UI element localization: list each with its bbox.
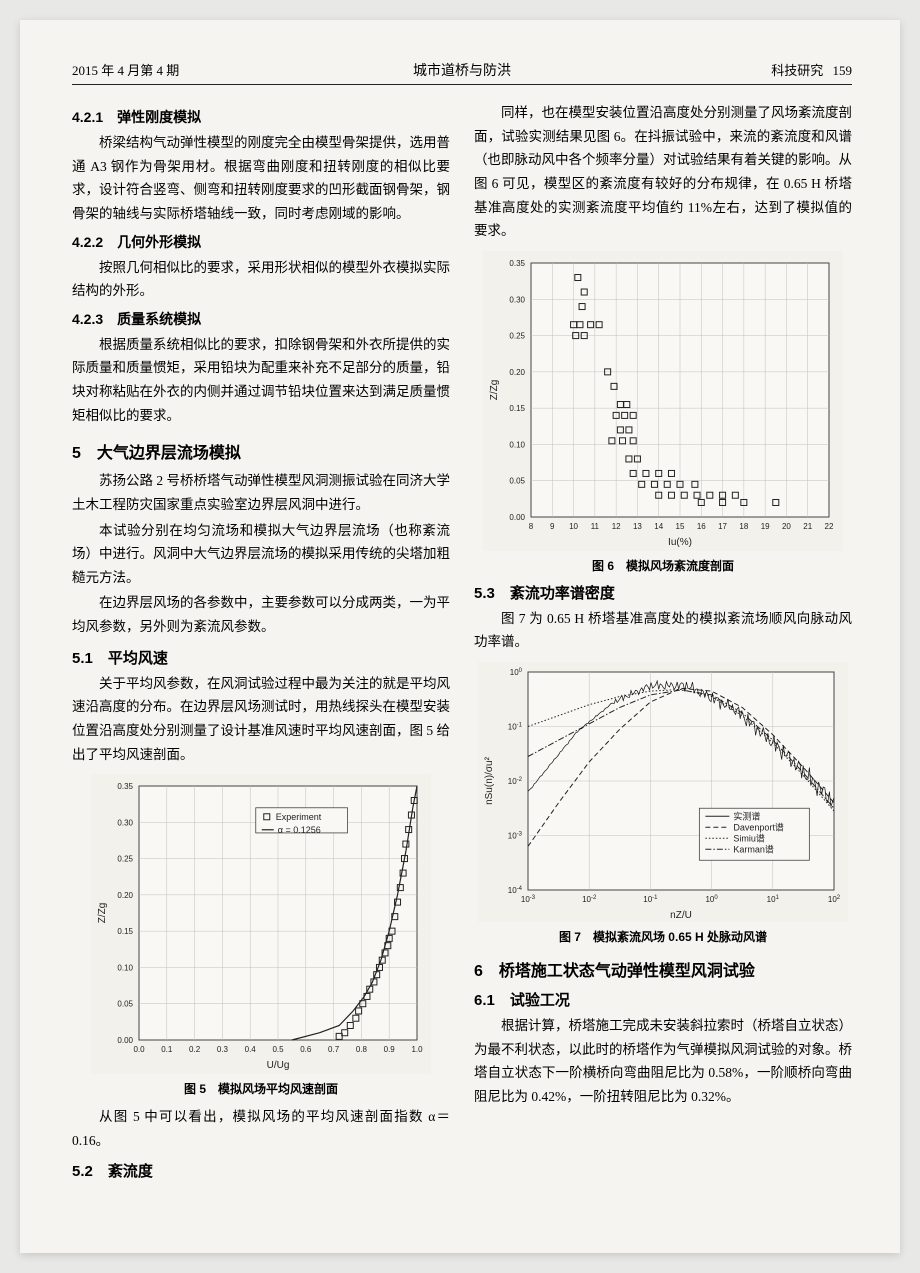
svg-text:12: 12	[612, 522, 621, 531]
figure-6-chart: 8 9 10 11 12 13 14 15 16 17 18 19 20 21 22 0.00 0.05 0.10…	[483, 251, 843, 551]
svg-text:10: 10	[569, 522, 578, 531]
figure-6: 8 9 10 11 12 13 14 15 16 17 18 19 20 21 22 0.00 0.05 0.10…	[474, 251, 852, 574]
svg-text:0.00: 0.00	[509, 513, 525, 522]
svg-text:11: 11	[591, 522, 600, 531]
svg-text:0.20: 0.20	[509, 368, 525, 377]
journal-page: 2015 年 4 月第 4 期 城市道桥与防洪 科技研究 159 4.2.1 弹…	[20, 20, 900, 1253]
svg-text:0.05: 0.05	[117, 1000, 133, 1009]
para-5-3-1: 图 7 为 0.65 H 桥塔基准高度处的模拟紊流场顺风向脉动风功率谱。	[474, 607, 852, 654]
svg-text:0.25: 0.25	[509, 331, 525, 340]
svg-text:nZ/U: nZ/U	[670, 910, 692, 921]
figure-5: 0.0 0.1 0.2 0.3 0.4 0.5 0.6 0.7 0.8 0.9 1.0 0.00 0.0…	[72, 774, 450, 1097]
svg-text:0.2: 0.2	[189, 1045, 201, 1054]
header-issue: 2015 年 4 月第 4 期	[72, 60, 332, 79]
svg-text:Davenport谱: Davenport谱	[733, 821, 784, 832]
para-5-1: 苏扬公路 2 号桥桥塔气动弹性模型风洞测振试验在同济大学土木工程防灾国家重点实验…	[72, 469, 450, 516]
para-4-2-1: 桥梁结构气动弹性模型的刚度完全由模型骨架提供，选用普通 A3 钢作为骨架用材。根…	[72, 131, 450, 226]
svg-text:0.8: 0.8	[356, 1045, 368, 1054]
svg-text:0.15: 0.15	[117, 927, 133, 936]
svg-text:0.00: 0.00	[117, 1036, 133, 1045]
svg-text:0.30: 0.30	[117, 818, 133, 827]
figure-7: 10-310-210-110010110210-410-310-210-1100…	[474, 662, 852, 945]
svg-text:0.05: 0.05	[509, 476, 525, 485]
svg-text:21: 21	[803, 522, 812, 531]
figure-5-chart: 0.0 0.1 0.2 0.3 0.4 0.5 0.6 0.7 0.8 0.9 1.0 0.00 0.0…	[91, 774, 431, 1074]
header-section: 科技研究	[771, 63, 823, 78]
svg-text:Z/Zg: Z/Zg	[97, 903, 108, 924]
svg-text:16: 16	[697, 522, 706, 531]
para-5-1-1: 关于平均风参数，在风洞试验过程中最为关注的就是平均风速沿高度的分布。在边界层风场…	[72, 672, 450, 767]
svg-text:实测谱: 实测谱	[733, 810, 760, 821]
heading-5-3: 5.3 紊流功率谱密度	[474, 582, 852, 603]
svg-text:0.4: 0.4	[245, 1045, 257, 1054]
heading-4-2-2: 4.2.2 几何外形模拟	[72, 232, 450, 252]
svg-text:18: 18	[739, 522, 748, 531]
svg-text:9: 9	[550, 522, 555, 531]
figure-7-caption: 图 7 模拟紊流风场 0.65 H 处脉动风谱	[474, 928, 852, 945]
svg-text:0.25: 0.25	[117, 855, 133, 864]
heading-6-1: 6.1 试验工况	[474, 989, 852, 1010]
svg-text:0.9: 0.9	[384, 1045, 396, 1054]
heading-5: 5 大气边界层流场模拟	[72, 439, 450, 463]
svg-text:15: 15	[676, 522, 685, 531]
header-journal: 城市道桥与防洪	[332, 60, 592, 80]
svg-text:0.5: 0.5	[272, 1045, 284, 1054]
svg-text:Iu(%): Iu(%)	[668, 537, 692, 548]
figure-5-caption: 图 5 模拟风场平均风速剖面	[72, 1080, 450, 1097]
para-5-1-2: 从图 5 中可以看出，模拟风场的平均风速剖面指数 α＝0.16。	[72, 1105, 450, 1152]
svg-text:0.35: 0.35	[117, 782, 133, 791]
para-6-1-1: 根据计算，桥塔施工完成未安装斜拉索时（桥塔自立状态）为最不利状态，以此时的桥塔作…	[474, 1014, 852, 1109]
svg-text:13: 13	[633, 522, 642, 531]
svg-text:0.6: 0.6	[300, 1045, 312, 1054]
svg-text:Karman谱: Karman谱	[733, 843, 774, 854]
svg-text:0.30: 0.30	[509, 295, 525, 304]
page-header: 2015 年 4 月第 4 期 城市道桥与防洪 科技研究 159	[72, 60, 852, 85]
svg-text:8: 8	[529, 522, 534, 531]
heading-5-2: 5.2 紊流度	[72, 1160, 450, 1181]
svg-text:1.0: 1.0	[411, 1045, 423, 1054]
heading-4-2-1: 4.2.1 弹性刚度模拟	[72, 107, 450, 127]
figure-6-caption: 图 6 模拟风场紊流度剖面	[474, 557, 852, 574]
svg-text:17: 17	[718, 522, 727, 531]
para-5-3: 在边界层风场的各参数中，主要参数可以分成两类，一为平均风参数，另外则为紊流风参数…	[72, 591, 450, 638]
svg-text:0.15: 0.15	[509, 404, 525, 413]
svg-text:0.7: 0.7	[328, 1045, 340, 1054]
svg-text:0.1: 0.1	[161, 1045, 173, 1054]
header-section-page: 科技研究 159	[592, 60, 852, 79]
content-columns: 4.2.1 弹性刚度模拟 桥梁结构气动弹性模型的刚度完全由模型骨架提供，选用普通…	[72, 101, 852, 1211]
svg-text:0.3: 0.3	[217, 1045, 229, 1054]
svg-text:Experiment: Experiment	[276, 812, 322, 822]
svg-text:Simiu谱: Simiu谱	[733, 832, 765, 843]
heading-5-1: 5.1 平均风速	[72, 647, 450, 668]
para-5-2: 本试验分别在均匀流场和模拟大气边界层流场（也称紊流场）中进行。风洞中大气边界层流…	[72, 519, 450, 590]
heading-4-2-3: 4.2.3 质量系统模拟	[72, 309, 450, 329]
svg-text:0.10: 0.10	[509, 440, 525, 449]
para-5-2-1: 同样，也在模型安装位置沿高度处分别测量了风场紊流度剖面，试验实测结果见图 6。在…	[474, 101, 852, 243]
para-4-2-3: 根据质量系统相似比的要求，扣除钢骨架和外衣所提供的实际质量和质量惯矩，采用铅块为…	[72, 333, 450, 428]
svg-text:22: 22	[825, 522, 834, 531]
figure-7-chart: 10-310-210-110010110210-410-310-210-1100…	[478, 662, 848, 922]
svg-text:0.10: 0.10	[117, 964, 133, 973]
para-4-2-2: 按照几何相似比的要求，采用形状相似的模型外衣模拟实际结构的外形。	[72, 256, 450, 303]
svg-text:Z/Zg: Z/Zg	[489, 379, 500, 400]
svg-text:nSu(n)/σu²: nSu(n)/σu²	[484, 756, 495, 805]
page-number: 159	[833, 63, 853, 78]
heading-6: 6 桥塔施工状态气动弹性模型风洞试验	[474, 957, 852, 981]
svg-text:0.0: 0.0	[133, 1045, 145, 1054]
svg-text:U/Ug: U/Ug	[267, 1060, 290, 1071]
svg-text:0.35: 0.35	[509, 259, 525, 268]
svg-text:19: 19	[761, 522, 770, 531]
svg-text:0.20: 0.20	[117, 891, 133, 900]
svg-text:20: 20	[782, 522, 791, 531]
svg-text:14: 14	[654, 522, 663, 531]
svg-text:α = 0.1256: α = 0.1256	[278, 825, 321, 835]
